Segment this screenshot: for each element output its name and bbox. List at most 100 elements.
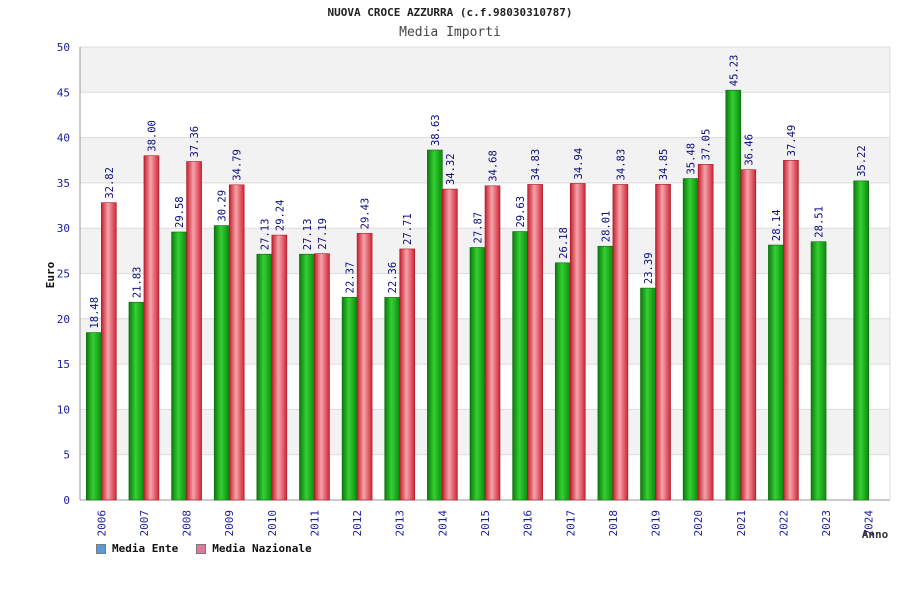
data-label: 37.49 <box>786 125 798 157</box>
data-label: 34.32 <box>445 153 457 185</box>
data-label: 32.82 <box>104 167 116 199</box>
legend-swatch-ente <box>96 543 106 554</box>
data-label: 22.36 <box>387 262 399 294</box>
chart-subtitle: Media Importi <box>399 25 501 40</box>
x-tick-label: 2012 <box>351 510 364 537</box>
data-label: 30.29 <box>217 190 229 222</box>
x-tick-label: 2007 <box>138 510 151 537</box>
data-label: 28.14 <box>771 209 783 241</box>
y-tick-label: 10 <box>57 403 70 416</box>
bar-media-nazionale <box>442 188 458 501</box>
x-tick-label: 2023 <box>820 510 833 537</box>
bar-media-ente <box>640 287 656 501</box>
data-label: 29.63 <box>515 196 527 228</box>
bar-media-ente <box>554 262 571 501</box>
y-tick-label: 25 <box>57 268 70 281</box>
y-axis-label: Euro <box>44 261 57 288</box>
x-tick-label: 2017 <box>564 510 577 537</box>
legend-item-nazionale: Media Nazionale <box>196 542 312 555</box>
bar-media-ente <box>341 297 358 501</box>
tick-labels: 0 5 10 15 20 25 30 35 40 45 50 2006 2007 2008 2009 2010… <box>57 41 876 537</box>
data-label: 27.13 <box>259 219 271 251</box>
x-axis-label: Anno <box>862 528 889 541</box>
data-label: 36.46 <box>743 134 755 166</box>
bar-media-nazionale <box>271 234 288 501</box>
data-label: 37.36 <box>189 126 201 158</box>
data-label: 21.83 <box>131 267 143 299</box>
bar-media-nazionale <box>484 185 501 501</box>
bar-media-nazionale <box>569 183 586 501</box>
x-tick-label: 2009 <box>223 510 236 537</box>
y-tick-label: 30 <box>57 222 70 235</box>
bar-media-ente <box>725 89 742 501</box>
x-tick-label: 2019 <box>650 510 663 537</box>
y-tick-label: 0 <box>63 494 70 507</box>
x-tick-label: 2013 <box>394 510 407 537</box>
bar-media-ente <box>213 225 230 501</box>
x-tick-label: 2015 <box>479 510 492 537</box>
chart-title: NUOVA CROCE AZZURRA (c.f.98030310787) <box>327 6 573 19</box>
data-labels: 18.48 32.82 21.83 38.00 29.58 37.36 30.2934.79… <box>89 55 868 329</box>
data-label: 34.94 <box>573 148 585 180</box>
bar-media-nazionale <box>186 161 202 501</box>
y-tick-label: 35 <box>57 177 70 190</box>
data-label: 27.13 <box>302 219 314 251</box>
data-label: 34.79 <box>232 149 244 181</box>
data-label: 27.19 <box>317 218 329 250</box>
bar-media-ente <box>427 149 443 501</box>
y-tick-label: 45 <box>57 86 70 99</box>
data-label: 29.58 <box>174 196 186 228</box>
x-tick-label: 2006 <box>95 510 108 537</box>
y-tick-label: 50 <box>57 41 70 54</box>
data-label: 34.68 <box>488 150 500 182</box>
bar-media-ente <box>512 231 528 501</box>
x-tick-label: 2022 <box>777 510 790 537</box>
legend-label-ente: Media Ente <box>112 542 179 555</box>
data-label: 34.85 <box>658 149 670 181</box>
bar-media-ente <box>853 180 869 501</box>
data-label: 38.00 <box>146 120 158 152</box>
bar-media-nazionale <box>783 160 799 501</box>
x-tick-label: 2016 <box>522 510 535 537</box>
legend-swatch-nazionale <box>196 543 207 554</box>
data-label: 29.43 <box>360 198 372 230</box>
data-label: 34.83 <box>530 149 542 181</box>
bar-media-nazionale <box>143 155 160 501</box>
bar-media-ente <box>171 231 187 501</box>
data-label: 35.22 <box>856 145 868 177</box>
bar-media-nazionale <box>655 183 671 501</box>
legend-item-ente: Media Ente <box>96 542 178 555</box>
x-tick-label: 2018 <box>607 510 620 537</box>
data-label: 18.48 <box>89 297 101 329</box>
data-label: 37.05 <box>701 129 713 161</box>
bar-media-nazionale <box>101 202 117 501</box>
bar-media-nazionale <box>527 184 543 501</box>
bar-media-nazionale <box>740 169 757 501</box>
legend-label-nazionale: Media Nazionale <box>212 542 312 555</box>
bar-media-ente <box>682 178 699 501</box>
bar-media-nazionale <box>697 164 714 501</box>
x-tick-label: 2014 <box>436 510 449 537</box>
bar-media-nazionale <box>612 184 629 501</box>
data-label: 38.63 <box>430 114 442 146</box>
bar-media-nazionale <box>399 248 416 501</box>
y-tick-label: 20 <box>57 313 70 326</box>
bar-media-nazionale <box>356 233 373 501</box>
bar-media-ente <box>810 241 827 501</box>
bar-media-ente <box>128 301 145 501</box>
x-tick-label: 2011 <box>308 510 321 537</box>
data-label: 34.83 <box>615 149 627 181</box>
data-label: 45.23 <box>728 55 740 87</box>
grid-band <box>80 47 890 93</box>
bar-media-ente <box>768 244 784 501</box>
y-tick-label: 5 <box>63 449 70 462</box>
x-tick-label: 2024 <box>863 510 876 537</box>
data-label: 28.01 <box>600 211 612 243</box>
bar-media-ente <box>597 245 614 501</box>
data-label: 29.24 <box>274 199 286 231</box>
data-label: 28.51 <box>814 206 826 238</box>
y-tick-label: 40 <box>57 132 70 145</box>
bar-media-ente <box>256 253 273 501</box>
bar-media-ente <box>86 332 102 501</box>
